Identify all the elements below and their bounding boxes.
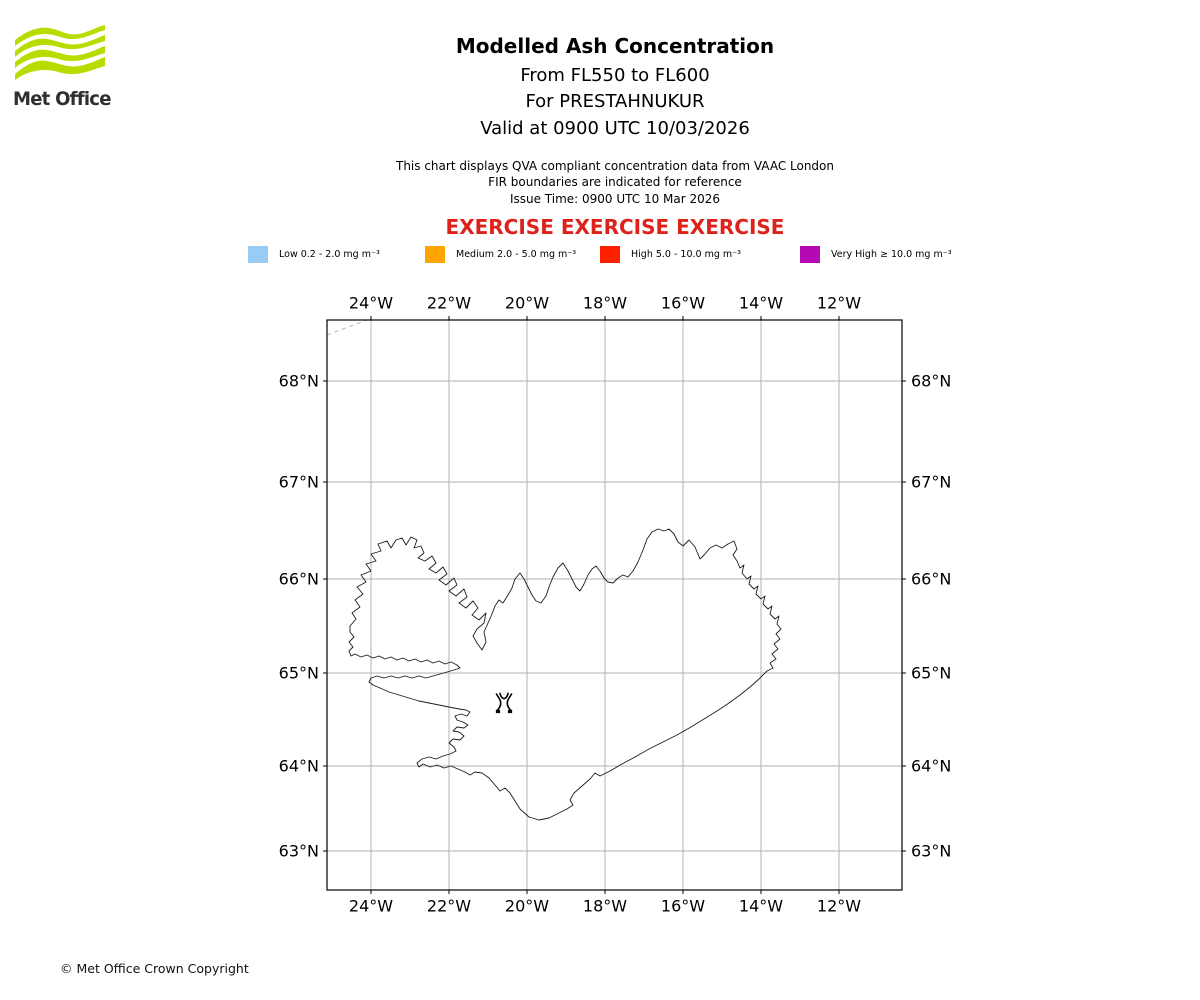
legend-item-very-high: Very High ≥ 10.0 mg m⁻³ xyxy=(800,245,952,263)
met-office-logo: Met Office xyxy=(13,24,133,110)
x-tick-label-top: 20°W xyxy=(504,293,550,313)
volcano-marker-icon xyxy=(495,692,513,714)
y-tick-label-left: 67°N xyxy=(278,472,319,492)
legend-label: Low 0.2 - 2.0 mg m⁻³ xyxy=(279,248,380,260)
y-tick-label-left: 66°N xyxy=(278,569,319,589)
y-tick-label-right: 65°N xyxy=(911,663,952,683)
map-canvas xyxy=(323,316,906,894)
x-tick-label-bottom: 22°W xyxy=(426,896,472,916)
y-tick-label-right: 64°N xyxy=(911,756,952,776)
info-line-qva: This chart displays QVA compliant concen… xyxy=(396,159,834,173)
exercise-banner: EXERCISE EXERCISE EXERCISE xyxy=(445,215,785,239)
y-tick-label-left: 63°N xyxy=(278,841,319,861)
x-tick-label-bottom: 14°W xyxy=(738,896,784,916)
y-tick-label-left: 65°N xyxy=(278,663,319,683)
y-tick-label-right: 67°N xyxy=(911,472,952,492)
x-tick-label-top: 24°W xyxy=(348,293,394,313)
legend-label: Very High ≥ 10.0 mg m⁻³ xyxy=(831,248,952,260)
info-line-issue-time: Issue Time: 0900 UTC 10 Mar 2026 xyxy=(509,192,721,206)
subtitle-flight-levels: From FL550 to FL600 xyxy=(520,65,710,86)
legend-label: High 5.0 - 10.0 mg m⁻³ xyxy=(631,248,741,260)
met-office-logo-text: Met Office xyxy=(13,88,111,110)
subtitle-valid-time: Valid at 0900 UTC 10/03/2026 xyxy=(480,118,750,139)
y-tick-label-left: 64°N xyxy=(278,756,319,776)
page-title: Modelled Ash Concentration xyxy=(455,34,775,58)
y-tick-label-right: 63°N xyxy=(911,841,952,861)
legend-item-medium: Medium 2.0 - 5.0 mg m⁻³ xyxy=(425,245,576,263)
subtitle-volcano-name: For PRESTAHNUKUR xyxy=(525,91,705,112)
legend-swatch-very-high xyxy=(800,245,820,263)
y-tick-label-right: 68°N xyxy=(911,371,952,391)
map-area xyxy=(323,316,906,894)
x-tick-label-top: 18°W xyxy=(582,293,628,313)
legend: Low 0.2 - 2.0 mg m⁻³ Medium 2.0 - 5.0 mg … xyxy=(0,245,1200,265)
x-tick-label-bottom: 18°W xyxy=(582,896,628,916)
x-tick-label-bottom: 20°W xyxy=(504,896,550,916)
legend-label: Medium 2.0 - 5.0 mg m⁻³ xyxy=(456,248,577,260)
y-tick-label-right: 66°N xyxy=(911,569,952,589)
x-tick-label-top: 16°W xyxy=(660,293,706,313)
x-tick-label-bottom: 16°W xyxy=(660,896,706,916)
met-office-waves-icon xyxy=(15,25,105,80)
legend-item-high: High 5.0 - 10.0 mg m⁻³ xyxy=(600,245,741,263)
map-frame xyxy=(326,319,903,891)
x-tick-label-top: 14°W xyxy=(738,293,784,313)
legend-swatch-medium xyxy=(425,245,445,263)
legend-swatch-high xyxy=(600,245,620,263)
x-tick-label-bottom: 24°W xyxy=(348,896,394,916)
y-tick-label-left: 68°N xyxy=(278,371,319,391)
copyright-text: © Met Office Crown Copyright xyxy=(60,961,249,976)
x-tick-label-top: 22°W xyxy=(426,293,472,313)
x-tick-label-bottom: 12°W xyxy=(816,896,862,916)
iceland-coastline xyxy=(348,528,782,821)
info-line-fir: FIR boundaries are indicated for referen… xyxy=(488,175,742,189)
x-tick-label-top: 12°W xyxy=(816,293,862,313)
legend-swatch-low xyxy=(248,245,268,263)
legend-item-low: Low 0.2 - 2.0 mg m⁻³ xyxy=(248,245,380,263)
fir-boundary-line xyxy=(326,319,368,336)
